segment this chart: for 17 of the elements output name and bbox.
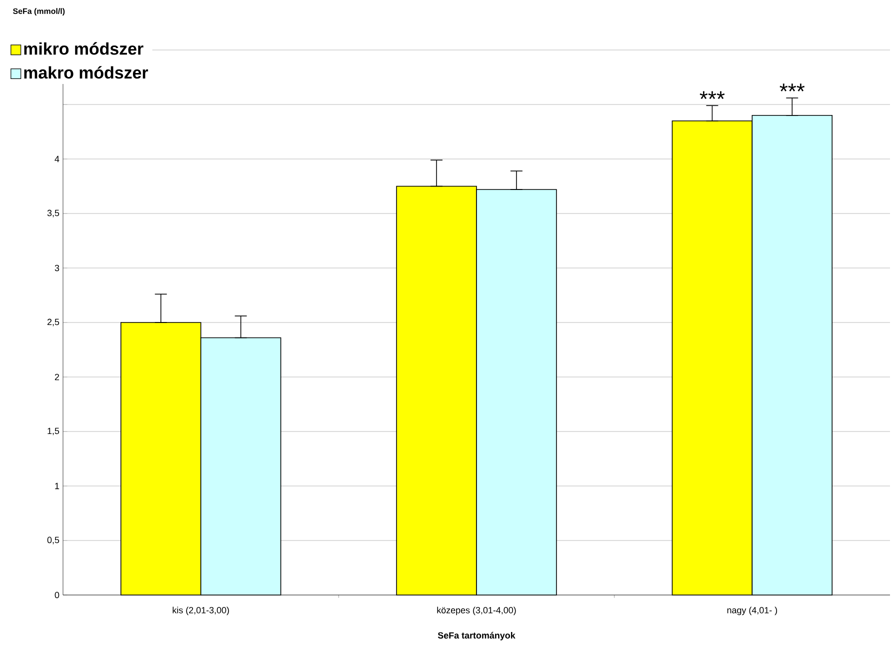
y-tick-label: 2,5: [47, 318, 60, 326]
x-tick-label: nagy (4,01- ): [727, 606, 778, 616]
y-tick-label: 4: [54, 156, 60, 162]
x-axis-title: SeFa tartományok: [438, 632, 516, 640]
y-tick-label: 1: [55, 482, 60, 490]
annotation: ***: [700, 91, 725, 99]
y-tick-label: 2: [54, 374, 60, 380]
y-tick-label: 3: [54, 264, 60, 272]
legend-label: mikro módszer: [24, 42, 144, 55]
y-tick-label: 0: [54, 592, 60, 598]
x-tick-label: közepes (3,01-4,00): [437, 606, 516, 616]
y-tick-label: 1,5: [48, 428, 60, 436]
y-tick-label: 3,5: [47, 210, 60, 218]
y-tick-label: 0,5: [47, 536, 60, 544]
legend-label: makro módszer: [24, 66, 148, 79]
x-tick-label: kis (2,01-3,00): [172, 606, 229, 616]
annotation: ***: [780, 84, 805, 92]
